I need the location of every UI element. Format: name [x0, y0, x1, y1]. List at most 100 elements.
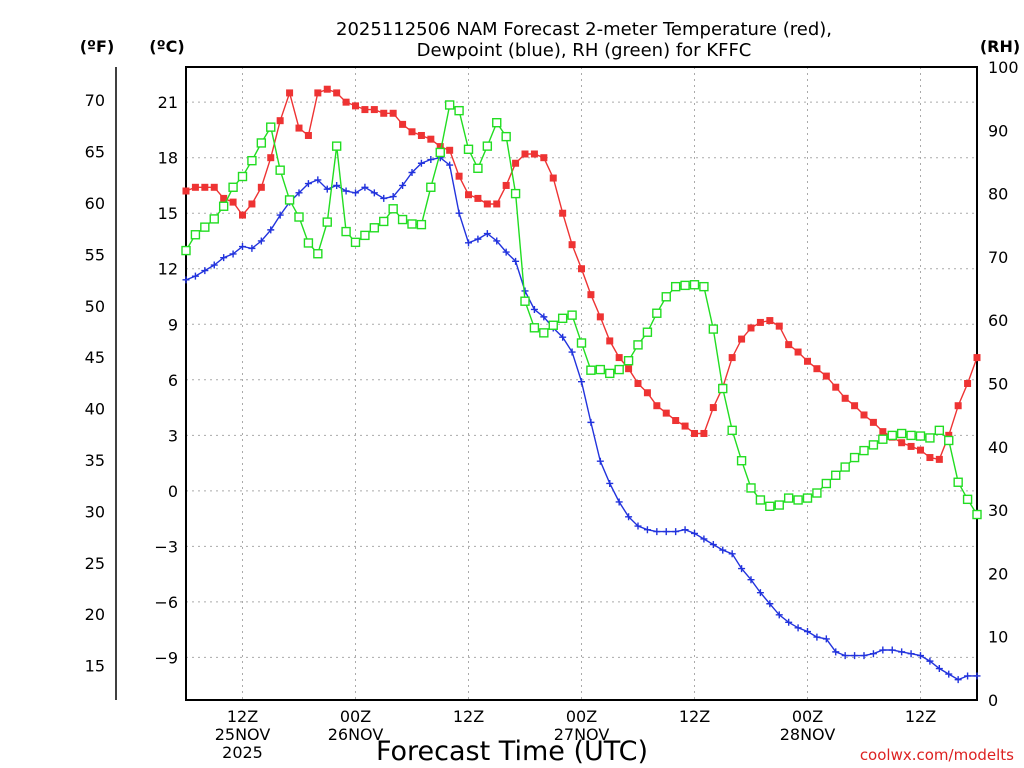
temperature-point [295, 124, 303, 132]
temperature-point [879, 428, 887, 436]
dewpoint-point [653, 528, 661, 536]
rh-point [539, 328, 549, 338]
dewpoint-point [935, 665, 943, 673]
dewpoint-point [851, 652, 859, 660]
temperature-point [446, 146, 454, 154]
dewpoint-point [229, 250, 237, 258]
temperature-point [917, 446, 924, 454]
dewpoint-point [370, 189, 378, 197]
dewpoint-point [728, 550, 736, 558]
dewpoint-point [559, 333, 567, 341]
dewpoint-point [738, 565, 746, 573]
rh-point [520, 296, 530, 306]
temperature-point [474, 194, 482, 202]
rh-point [849, 452, 860, 463]
fahrenheit-tick-label: 50 [85, 297, 105, 316]
celsius-tick-label: 18 [158, 149, 178, 168]
temperature-point [201, 183, 209, 191]
temperature-point [568, 241, 576, 249]
dewpoint-point [973, 672, 981, 680]
temperature-point [530, 150, 538, 158]
dewpoint-point [417, 159, 425, 167]
dewpoint-point [314, 176, 322, 184]
rh-point [586, 365, 596, 375]
temperature-point [728, 354, 736, 362]
dewpoint-point [691, 529, 698, 537]
rh-point [699, 281, 709, 292]
temperature-point [342, 98, 350, 106]
dewpoint-point [785, 618, 793, 626]
rh-point [689, 280, 700, 290]
rh-point [831, 470, 841, 480]
temperature-point [559, 209, 567, 217]
dewpoint-point [578, 378, 585, 386]
rh-point [181, 245, 191, 256]
rh-point [407, 219, 417, 229]
celsius-tick-label: 12 [158, 260, 178, 279]
rh-point [633, 340, 643, 350]
rh-point [972, 509, 982, 520]
rh-point [548, 320, 558, 330]
temperature-point [898, 439, 906, 447]
rh-point [680, 280, 690, 291]
temperature-point [625, 365, 633, 373]
rh-tick-label: 100 [988, 58, 1019, 77]
rh-point [755, 495, 766, 505]
x-tick-label: 00Z [340, 707, 371, 726]
dewpoint-point [879, 646, 887, 654]
rh-point [821, 478, 832, 489]
dewpoint-point [643, 526, 651, 534]
rh-series [181, 100, 982, 520]
rh-point [200, 222, 210, 232]
rh-tick-label: 0 [988, 691, 998, 710]
temperature-point [775, 322, 783, 330]
rh-tick-label: 70 [988, 248, 1008, 267]
fahrenheit-tick-label: 65 [85, 143, 105, 162]
rh-point [426, 182, 436, 192]
temperature-point [370, 106, 378, 114]
rh-point [454, 105, 464, 116]
dewpoint-point [389, 193, 397, 201]
rh-tick-label: 50 [988, 375, 1008, 394]
dewpoint-point [964, 672, 972, 680]
x-tick-label: 00Z [792, 707, 823, 726]
temperature-point [709, 404, 717, 412]
temperature-point [681, 422, 689, 430]
temperature-point [841, 394, 849, 402]
celsius-unit-label: (ºC) [149, 37, 184, 56]
dewpoint-point [813, 633, 821, 641]
dewpoint-point [568, 348, 576, 356]
dewpoint-point [446, 161, 454, 169]
temperature-point [973, 354, 981, 362]
temperature-point [860, 411, 868, 419]
rh-point [331, 141, 342, 151]
temperature-point [182, 187, 190, 195]
x-tick-label: 12Z [905, 707, 936, 726]
rh-point [670, 281, 681, 292]
rh-point [492, 118, 502, 128]
rh-tick-label: 90 [988, 121, 1008, 140]
temperature-point [380, 109, 388, 117]
temperature-point [483, 200, 491, 208]
temperature-point [964, 380, 972, 387]
dewpoint-point [681, 526, 689, 534]
rh-point [906, 430, 916, 441]
temperature-point [257, 183, 265, 191]
temperature-point [427, 135, 435, 143]
rh-point [944, 435, 954, 446]
dewpoint-point [295, 189, 303, 197]
dewpoint-point [182, 276, 190, 284]
dewpoint-point [220, 254, 228, 262]
fahrenheit-tick-label: 45 [85, 348, 105, 367]
dewpoint-point [502, 248, 510, 256]
fahrenheit-tick-label: 25 [85, 554, 105, 573]
rh-point [463, 144, 474, 154]
rh-point [529, 323, 540, 333]
rh-point [878, 434, 888, 444]
fahrenheit-tick-label: 20 [85, 605, 105, 624]
rh-point [859, 445, 869, 456]
temperature-point [794, 348, 802, 356]
fahrenheit-tick-label: 30 [85, 502, 105, 521]
rh-point [294, 212, 304, 222]
temperature-point [512, 159, 520, 167]
